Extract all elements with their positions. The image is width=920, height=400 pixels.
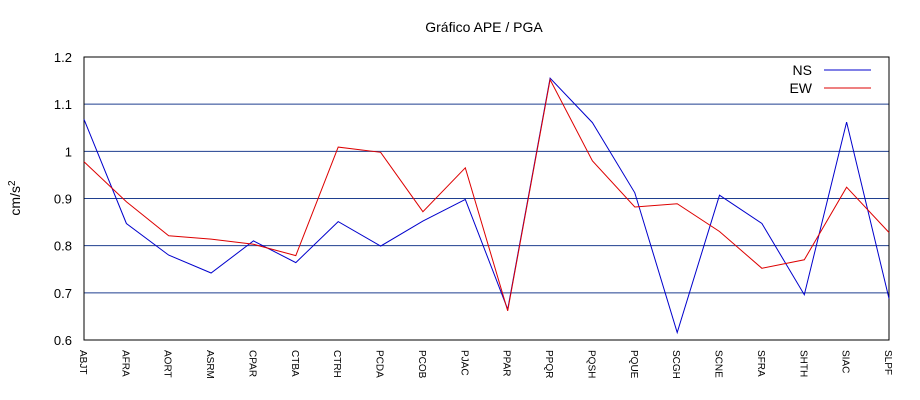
series-line-ew xyxy=(83,78,890,311)
y-tick-label: 1.2 xyxy=(54,50,72,65)
y-tick-label: 1 xyxy=(65,144,72,159)
y-tick-label: 0.6 xyxy=(54,333,72,348)
x-tick-label: CTRH xyxy=(331,350,342,378)
y-axis-label-superscript: 2 xyxy=(7,180,18,186)
x-tick-label: PPQR xyxy=(543,350,554,378)
x-tick-label: PCOB xyxy=(416,350,427,379)
x-tick-label: SLPF xyxy=(882,350,893,375)
x-tick-label: PJAC xyxy=(458,350,469,376)
x-tick-label: CTBA xyxy=(289,350,300,377)
x-tick-label: SCNE xyxy=(713,350,724,378)
y-axis-label: cm/s2 xyxy=(7,180,23,216)
x-tick-label: PQSH xyxy=(585,350,596,378)
chart-title: Gráfico APE / PGA xyxy=(425,19,543,35)
plot-area xyxy=(83,56,890,341)
x-axis: ABJT AFRA AORT ASRM CPAR CTBA CTRH PCDA PCOB PJAC… xyxy=(77,350,893,379)
x-tick-label: PPAR xyxy=(501,350,512,377)
series-lines xyxy=(83,77,890,335)
x-tick-label: SHTH xyxy=(797,350,808,377)
series-line-ns xyxy=(83,77,890,335)
y-axis: 0.6 0.7 0.8 0.9 1 1.1 1.2 xyxy=(54,50,72,348)
y-tick-label: 0.7 xyxy=(54,286,72,301)
x-tick-label: SFRA xyxy=(755,350,766,377)
legend-label: EW xyxy=(789,80,812,96)
grid-lines xyxy=(84,103,889,294)
y-tick-label: 1.1 xyxy=(54,97,72,112)
x-tick-label: AORT xyxy=(162,350,173,378)
x-tick-label: PQUE xyxy=(628,350,639,379)
y-tick-label: 0.8 xyxy=(54,239,72,254)
x-tick-label: CPAR xyxy=(246,350,257,377)
y-tick-label: 0.9 xyxy=(54,192,72,207)
x-tick-label: AFRA xyxy=(119,350,130,377)
x-tick-label: ABJT xyxy=(77,350,88,374)
x-tick-label: SCGH xyxy=(670,350,681,379)
legend-label: NS xyxy=(793,62,812,78)
x-tick-label: PCDA xyxy=(374,350,385,378)
legend: NS EW xyxy=(789,62,871,96)
x-tick-label: ASRM xyxy=(204,350,215,379)
x-tick-label: SIAC xyxy=(840,350,851,373)
